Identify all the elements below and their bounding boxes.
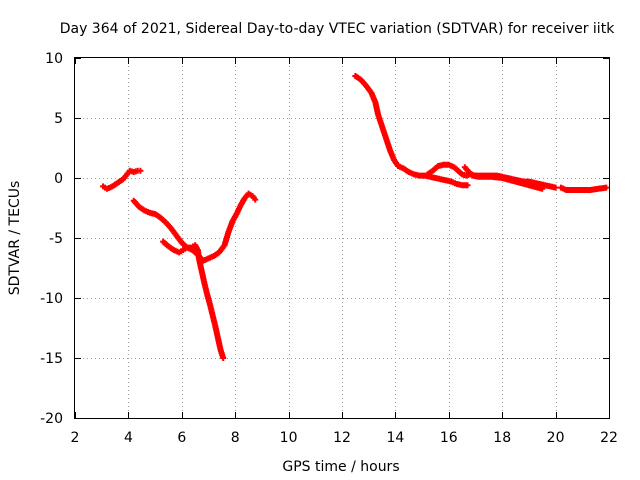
y-tick-label: 10 bbox=[45, 51, 63, 67]
plot-frame bbox=[74, 57, 610, 419]
x-tick-label: 8 bbox=[231, 430, 240, 446]
grid bbox=[75, 58, 609, 418]
x-tick-label: 12 bbox=[333, 430, 351, 446]
data-point bbox=[220, 355, 227, 361]
y-tick-label: -20 bbox=[40, 411, 63, 427]
data-point bbox=[603, 184, 610, 191]
series-trace-f bbox=[461, 164, 546, 192]
series-trace-a bbox=[100, 167, 144, 192]
x-tick-label: 16 bbox=[440, 430, 458, 446]
series-trace-b bbox=[130, 190, 259, 264]
x-tick-label: 2 bbox=[71, 430, 80, 446]
x-axis-title: GPS time / hours bbox=[282, 459, 399, 475]
data-point bbox=[137, 167, 144, 174]
x-tick-label: 6 bbox=[177, 430, 186, 446]
y-tick-label: 0 bbox=[54, 171, 63, 187]
data-point bbox=[464, 182, 471, 189]
data-points bbox=[100, 73, 610, 361]
axis-ticks bbox=[75, 58, 610, 419]
y-tick-label: 5 bbox=[54, 111, 63, 127]
x-tick-label: 20 bbox=[547, 430, 565, 446]
data-point bbox=[552, 184, 559, 191]
x-tick-label: 4 bbox=[124, 430, 133, 446]
x-tick-label: 14 bbox=[386, 430, 404, 446]
x-tick-label: 18 bbox=[493, 430, 511, 446]
y-tick-label: -5 bbox=[49, 231, 63, 247]
x-tick-label: 22 bbox=[600, 430, 618, 446]
data-point bbox=[539, 185, 546, 192]
y-tick-label: -10 bbox=[40, 291, 63, 307]
y-axis-title: SDTVAR / TECUs bbox=[7, 181, 23, 296]
x-tick-label: 10 bbox=[280, 430, 298, 446]
series-trace-g bbox=[557, 184, 610, 193]
series-trace-c bbox=[160, 238, 227, 361]
data-point bbox=[252, 196, 259, 203]
tick-labels: 2 4 6 8 10 12 14 16 18 20 22 -20 -15 -10 -5 0 5 10 bbox=[40, 51, 618, 446]
y-tick-label: -15 bbox=[40, 351, 63, 367]
chart-title: Day 364 of 2021, Sidereal Day-to-day VTE… bbox=[60, 21, 615, 37]
series-trace-d bbox=[352, 73, 471, 189]
